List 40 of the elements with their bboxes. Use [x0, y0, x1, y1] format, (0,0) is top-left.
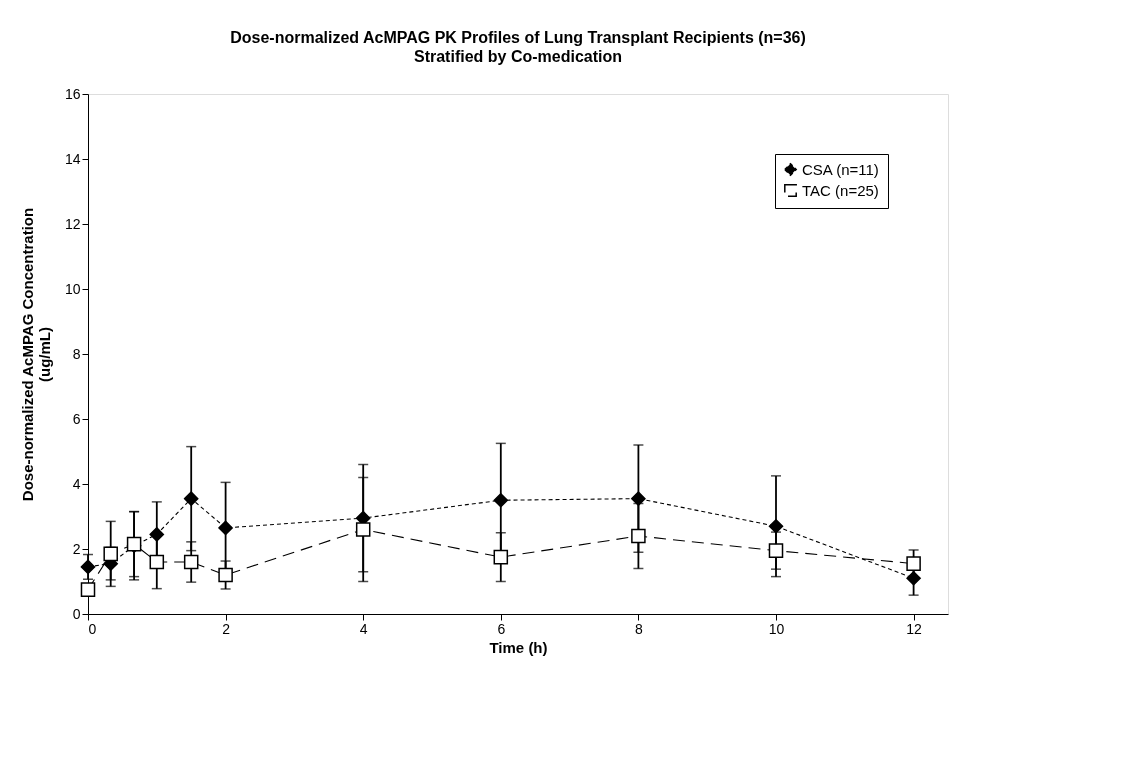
point [768, 518, 784, 534]
point [149, 527, 165, 542]
point [768, 543, 784, 558]
y-tick-label: 16 [64, 85, 81, 102]
x-axis-title: Time (h) [489, 638, 548, 656]
y-tick-label: 12 [64, 215, 81, 232]
point [103, 546, 118, 562]
legend-label: TAC (n=25) [802, 181, 879, 199]
legend-label: CSA (n=11) [802, 160, 879, 178]
point [906, 570, 921, 586]
point [218, 567, 233, 583]
y-tick-label: 0 [72, 605, 81, 622]
x-tick-label: 0 [88, 620, 97, 637]
x-tick-label: 8 [635, 620, 643, 637]
x-tick-label: 2 [222, 620, 231, 637]
y-tick-label: 4 [72, 475, 81, 492]
point [631, 491, 646, 506]
point [493, 492, 509, 508]
chart-title: Dose-normalized AcMPAG PK Profiles of Lung Transplant Recipients (n=36) [230, 29, 806, 46]
x-tick-label: 12 [906, 620, 923, 637]
point [906, 556, 921, 571]
point [80, 559, 96, 575]
x-tick-label: 6 [497, 620, 506, 637]
point [183, 554, 199, 570]
x-tick-label: 10 [768, 620, 785, 637]
y-axis-title: Dose-normalized AcMPAG Concentration (ug/mL) [18, 207, 53, 502]
point [218, 520, 233, 536]
point [493, 549, 509, 565]
point [355, 522, 371, 537]
point [149, 554, 165, 570]
y-tick-label: 14 [64, 150, 81, 167]
point [80, 582, 96, 597]
chart-subtitle: Stratified by Co-medication [413, 48, 623, 65]
y-tick-label: 6 [72, 410, 81, 427]
y-tick-label: 8 [72, 345, 81, 362]
point [631, 528, 646, 544]
point [183, 491, 199, 506]
y-tick-label: 2 [72, 540, 81, 557]
x-tick-label: 4 [359, 620, 368, 637]
y-tick-label: 10 [64, 280, 81, 297]
